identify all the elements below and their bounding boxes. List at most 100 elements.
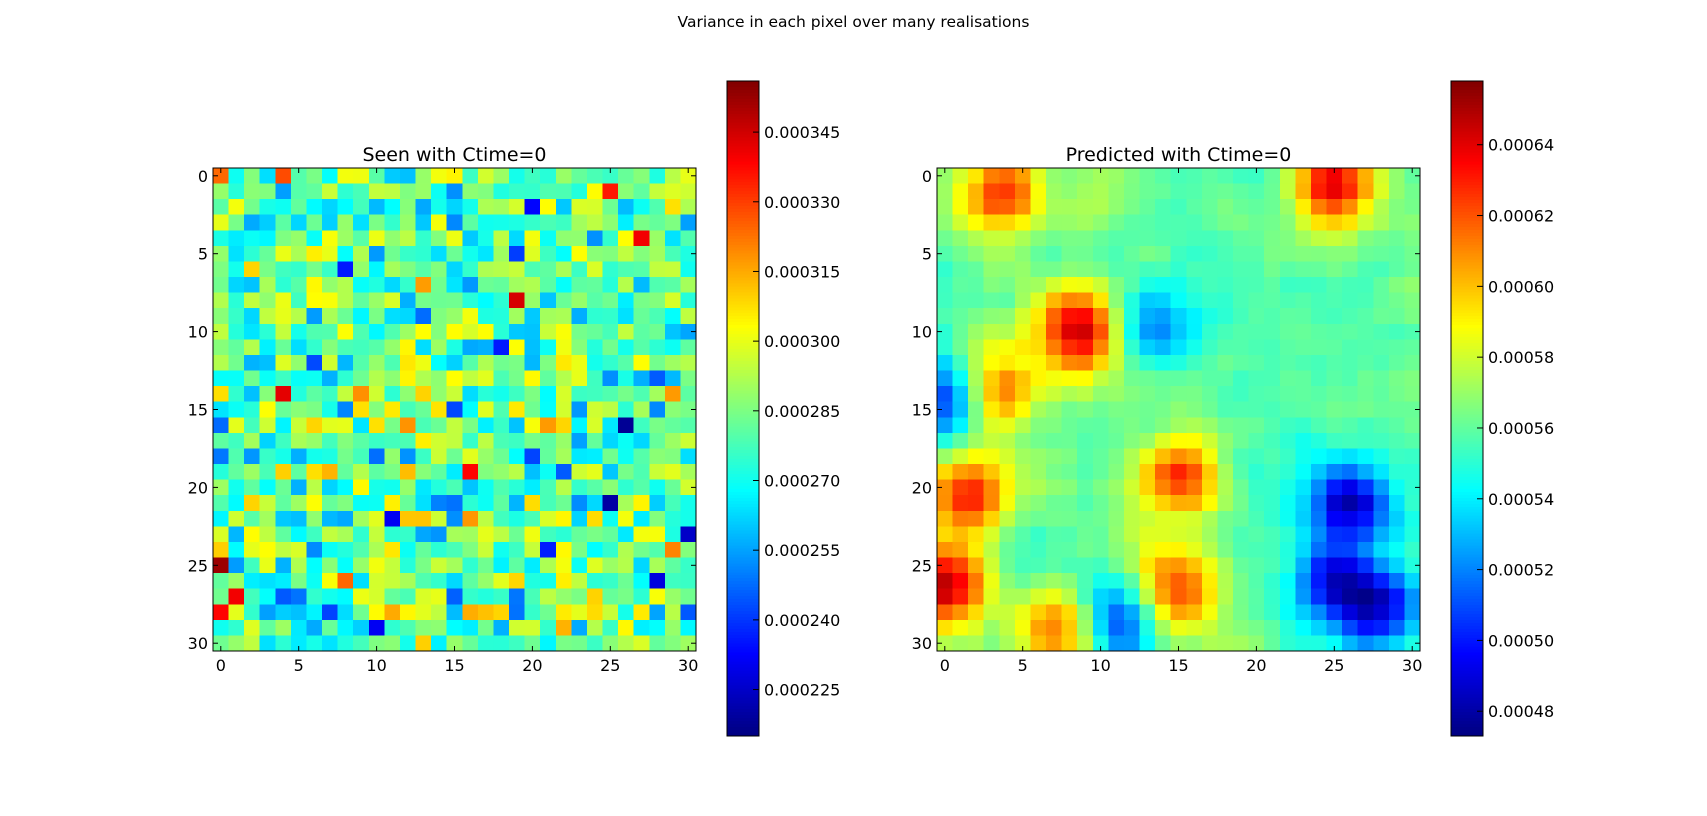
heatmap-cell <box>322 370 339 387</box>
heatmap-cell <box>290 432 308 450</box>
heatmap-cell <box>1404 183 1421 200</box>
y-tick-label: 20 <box>912 478 932 497</box>
heatmap-cell <box>540 495 557 512</box>
heatmap-cell <box>1404 448 1421 465</box>
heatmap-cell <box>306 417 323 434</box>
heatmap-cell <box>1373 526 1390 543</box>
heatmap-cell <box>586 573 604 590</box>
colorbar-frame <box>1450 80 1484 737</box>
heatmap-cell <box>1295 168 1312 185</box>
heatmap-cell <box>1404 308 1421 325</box>
heatmap-cell <box>509 199 526 216</box>
heatmap-cell <box>983 214 1000 231</box>
colorbar-segment <box>727 319 759 323</box>
heatmap-cell <box>322 557 339 574</box>
heatmap-cell <box>1092 479 1109 496</box>
colorbar-segment <box>1451 637 1483 642</box>
heatmap-cell <box>353 619 370 637</box>
heatmap-cell <box>368 526 385 543</box>
heatmap-cell <box>1155 230 1172 247</box>
colorbar-segment <box>1451 631 1483 636</box>
heatmap-cell <box>1342 339 1359 356</box>
heatmap-cell <box>937 635 954 652</box>
heatmap-cell <box>368 635 385 652</box>
heatmap-cell <box>1123 386 1141 403</box>
heatmap-cell <box>649 339 666 356</box>
heatmap-cell <box>1123 495 1141 512</box>
heatmap-cell <box>1217 588 1234 605</box>
heatmap-cell <box>1248 495 1265 512</box>
heatmap-cell <box>680 199 697 216</box>
heatmap-cell <box>1295 635 1312 652</box>
heatmap-cell <box>649 277 666 294</box>
colorbar-segment <box>727 167 759 171</box>
heatmap-cell <box>1233 479 1250 496</box>
heatmap-cell <box>431 308 448 325</box>
heatmap-cell <box>477 619 495 637</box>
heatmap-cell <box>1108 308 1125 325</box>
heatmap-cell <box>1030 619 1047 637</box>
heatmap-cell <box>306 214 323 231</box>
colorbar-segment <box>1451 682 1483 686</box>
heatmap-cell <box>1357 526 1374 543</box>
heatmap-cell <box>244 214 261 231</box>
heatmap-cell <box>1108 541 1125 559</box>
heatmap-cell <box>633 292 650 309</box>
colorbar-segment <box>727 640 759 645</box>
colorbar-segment <box>727 560 759 564</box>
heatmap-cell <box>493 168 510 185</box>
heatmap-cell <box>228 230 245 247</box>
heatmap-cell <box>244 541 261 559</box>
colorbar-segment <box>727 643 759 648</box>
x-tick-label: 0 <box>216 656 226 675</box>
heatmap-cell <box>1279 370 1296 387</box>
heatmap-cell <box>649 354 666 372</box>
heatmap-cell <box>555 308 572 325</box>
colorbar-segment <box>727 337 759 341</box>
heatmap-cell <box>368 199 385 216</box>
colorbar-segment <box>1451 158 1483 162</box>
heatmap-cell <box>477 354 495 372</box>
heatmap-cell <box>1030 245 1047 263</box>
heatmap-cell <box>618 339 635 356</box>
heatmap-cell <box>968 526 985 543</box>
heatmap-cell <box>446 230 463 247</box>
heatmap-cell <box>353 339 370 356</box>
colorbar-segment <box>727 250 759 255</box>
colorbar-segment <box>1451 337 1483 341</box>
heatmap-cell <box>1139 323 1156 340</box>
colorbar-segment <box>1451 417 1483 422</box>
colorbar-segment <box>1451 200 1483 204</box>
colorbar-tick-label: 0.00054 <box>1488 490 1554 509</box>
heatmap-cell <box>1155 464 1172 481</box>
heatmap-cell <box>1233 370 1250 387</box>
heatmap-cell <box>1279 277 1296 294</box>
heatmap-cell <box>680 261 697 278</box>
heatmap-cell <box>571 588 588 605</box>
heatmap-cell <box>1170 635 1187 652</box>
heatmap-cell <box>633 588 650 605</box>
heatmap-cell <box>1326 261 1343 278</box>
heatmap-cell <box>1123 308 1141 325</box>
colorbar-segment <box>1451 613 1483 618</box>
heatmap-cell <box>1326 541 1343 559</box>
heatmap-cell <box>322 526 339 543</box>
heatmap-cell <box>540 339 557 356</box>
heatmap-cell <box>384 588 401 605</box>
heatmap-cell <box>1373 541 1390 559</box>
heatmap-cell <box>633 183 650 200</box>
heatmap-cell <box>1061 510 1078 527</box>
heatmap-cell <box>462 245 479 263</box>
heatmap-cell <box>462 339 479 356</box>
heatmap-cell <box>462 541 479 559</box>
heatmap-cell <box>477 510 495 527</box>
heatmap-cell <box>384 464 401 481</box>
heatmap-cell <box>384 510 401 527</box>
heatmap-cell <box>586 401 604 418</box>
x-tick-label: 25 <box>1324 656 1344 675</box>
heatmap-cell <box>431 339 448 356</box>
heatmap-cell <box>1279 541 1296 559</box>
colorbar-segment <box>727 286 759 291</box>
heatmap-cell <box>633 510 650 527</box>
heatmap-cell <box>477 448 495 465</box>
